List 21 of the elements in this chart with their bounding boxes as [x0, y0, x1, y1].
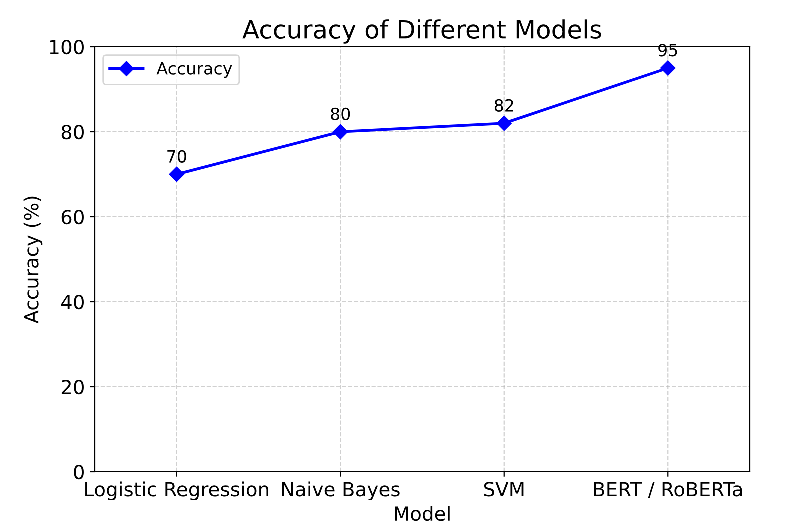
point: [496, 116, 512, 132]
data-label: 80: [331, 108, 350, 120]
point: [333, 124, 348, 140]
y-axis-title: Accuracy (%): [24, 196, 43, 324]
x-axis-title: Model: [395, 506, 450, 522]
y-tick-label: 0: [74, 464, 84, 480]
y-tick-label: 80: [62, 124, 84, 140]
y-tick-label: 40: [61, 294, 84, 310]
x-tick-label: SVM: [484, 482, 524, 497]
data-label: 70: [168, 150, 186, 163]
y-tick-label: 60: [62, 210, 84, 225]
x-tick-label: Naive Bayes: [282, 482, 400, 501]
y-tick-label: 100: [50, 40, 84, 55]
x-tick-label: BERT / RoBERTa: [594, 482, 742, 498]
x-tick-label: Logistic Regression: [86, 482, 268, 501]
y-tick-label: 20: [62, 380, 84, 395]
data-label: 82: [494, 99, 514, 112]
point: [660, 60, 676, 76]
point: [169, 166, 184, 182]
chart-title: Accuracy of Different Models: [242, 20, 602, 44]
legend-label: Accuracy: [156, 62, 232, 78]
